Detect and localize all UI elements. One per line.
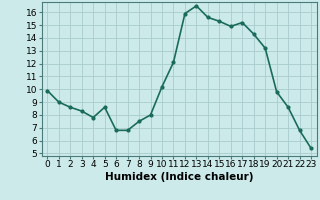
X-axis label: Humidex (Indice chaleur): Humidex (Indice chaleur) bbox=[105, 172, 253, 182]
